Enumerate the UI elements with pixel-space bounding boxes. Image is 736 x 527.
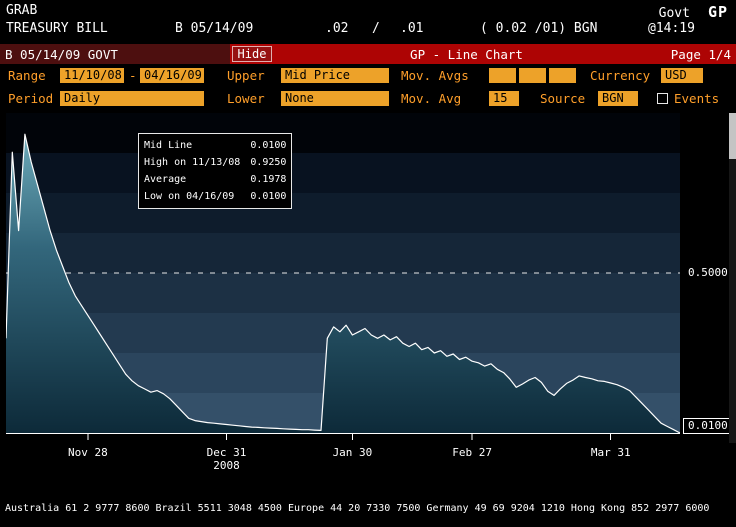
x-axis-year-label: 2008 <box>213 459 240 472</box>
legend-value: 0.9250 <box>250 157 287 168</box>
x-tick-label-mar31: Mar 31 <box>590 446 631 459</box>
quote-row: TREASURY BILL B 05/14/09 .02 / .01 ( 0.0… <box>0 21 736 39</box>
controls-row-1: Range 11/10/08 - 04/16/09 Upper Mid Pric… <box>0 67 736 85</box>
source-field[interactable]: BGN <box>598 91 638 106</box>
lower-field[interactable]: None <box>281 91 389 106</box>
currency-label: Currency <box>590 68 651 83</box>
page-indicator: Page 1/4 <box>670 46 731 62</box>
upper-label: Upper <box>227 68 265 83</box>
range-label: Range <box>8 68 46 83</box>
function-context: Govt GP <box>659 3 728 21</box>
price-line <box>6 133 680 434</box>
legend-label: Low on 04/16/09 <box>144 191 235 202</box>
source-label: Source <box>540 91 586 106</box>
lower-label: Lower <box>227 91 265 106</box>
security-name: TREASURY BILL <box>6 21 108 36</box>
y-axis-gridline-label: 0.5000 <box>688 266 728 279</box>
titlebar-main: GP - Line Chart Page 1/4 <box>272 44 736 64</box>
quote-time: @14:19 <box>648 21 695 36</box>
x-tick-label-nov28: Nov 28 <box>68 446 108 459</box>
x-tick-label-dec31: Dec 31 <box>206 446 247 459</box>
legend-row: Low on 04/16/09 0.0100 <box>144 188 286 205</box>
chart-title: GP - Line Chart <box>410 46 523 62</box>
security-context-label: B 05/14/09 GOVT <box>0 44 230 64</box>
footer: Australia 61 2 9777 8600 Brazil 5511 304… <box>5 479 731 527</box>
mov-avg-field-3[interactable] <box>549 68 576 83</box>
mov-avg-window-field[interactable]: 15 <box>489 91 519 106</box>
period-field[interactable]: Daily <box>60 91 204 106</box>
scrollbar-thumb[interactable] <box>729 113 736 159</box>
period-label: Period <box>8 91 54 106</box>
scrollbar-track[interactable] <box>729 113 736 443</box>
legend-value: 0.0100 <box>250 140 287 151</box>
legend-label: Average <box>144 174 187 185</box>
last-price-label: 0.0100 <box>683 418 733 434</box>
function-code-label: GP <box>707 3 728 21</box>
currency-field[interactable]: USD <box>661 68 703 83</box>
price-separator: / <box>372 21 380 36</box>
mov-avg-field-1[interactable] <box>489 68 516 83</box>
legend-label: High on 11/13/08 <box>144 157 241 168</box>
ask-price: .01 <box>400 21 424 36</box>
titlebar-security-text: B 05/14/09 GOVT <box>5 46 118 62</box>
legend-row: High on 11/13/08 0.9250 <box>144 154 286 171</box>
mov-avgs-label: Mov. Avgs <box>401 68 469 83</box>
hide-button[interactable]: Hide <box>232 46 272 62</box>
legend-label: Mid Line <box>144 140 193 151</box>
range-start-field[interactable]: 11/10/08 <box>60 68 124 83</box>
function-titlebar: B 05/14/09 GOVT Hide GP - Line Chart Pag… <box>0 44 736 64</box>
legend-value: 0.0100 <box>250 191 287 202</box>
menu-label: Govt <box>658 6 690 21</box>
x-tick-label-feb27: Feb 27 <box>452 446 492 459</box>
legend-box: Mid Line 0.0100 High on 11/13/08 0.9250 … <box>138 133 293 209</box>
mov-avg-label: Mov. Avg <box>401 91 462 106</box>
grab-label: GRAB <box>6 3 38 18</box>
top-status-row: GRAB Govt GP <box>6 3 728 21</box>
price-chart-canvas[interactable] <box>6 113 680 443</box>
range-separator: - <box>129 68 137 83</box>
footer-line-1: Australia 61 2 9777 8600 Brazil 5511 304… <box>5 503 710 514</box>
price-area <box>6 134 680 433</box>
legend-row: Mid Line 0.0100 <box>144 137 286 154</box>
controls-row-2: Period Daily Lower None Mov. Avg 15 Sour… <box>0 90 736 108</box>
legend-value: 0.1978 <box>250 174 287 185</box>
events-checkbox[interactable] <box>657 93 668 104</box>
bid-price: .02 <box>325 21 349 36</box>
range-end-field[interactable]: 04/16/09 <box>140 68 204 83</box>
chart-area: Mid Line 0.0100 High on 11/13/08 0.9250 … <box>0 110 736 478</box>
chart-plot[interactable]: Mid Line 0.0100 High on 11/13/08 0.9250 … <box>6 113 680 443</box>
security-ticker: B 05/14/09 <box>175 21 254 36</box>
x-axis-ticks <box>87 434 612 440</box>
upper-field[interactable]: Mid Price <box>281 68 389 83</box>
x-tick-label-jan30: Jan 30 <box>332 446 373 459</box>
legend-row: Average 0.1978 <box>144 171 286 188</box>
mov-avg-field-2[interactable] <box>519 68 546 83</box>
quote-detail: ( 0.02 /01) BGN <box>480 21 598 36</box>
events-label: Events <box>674 91 720 106</box>
